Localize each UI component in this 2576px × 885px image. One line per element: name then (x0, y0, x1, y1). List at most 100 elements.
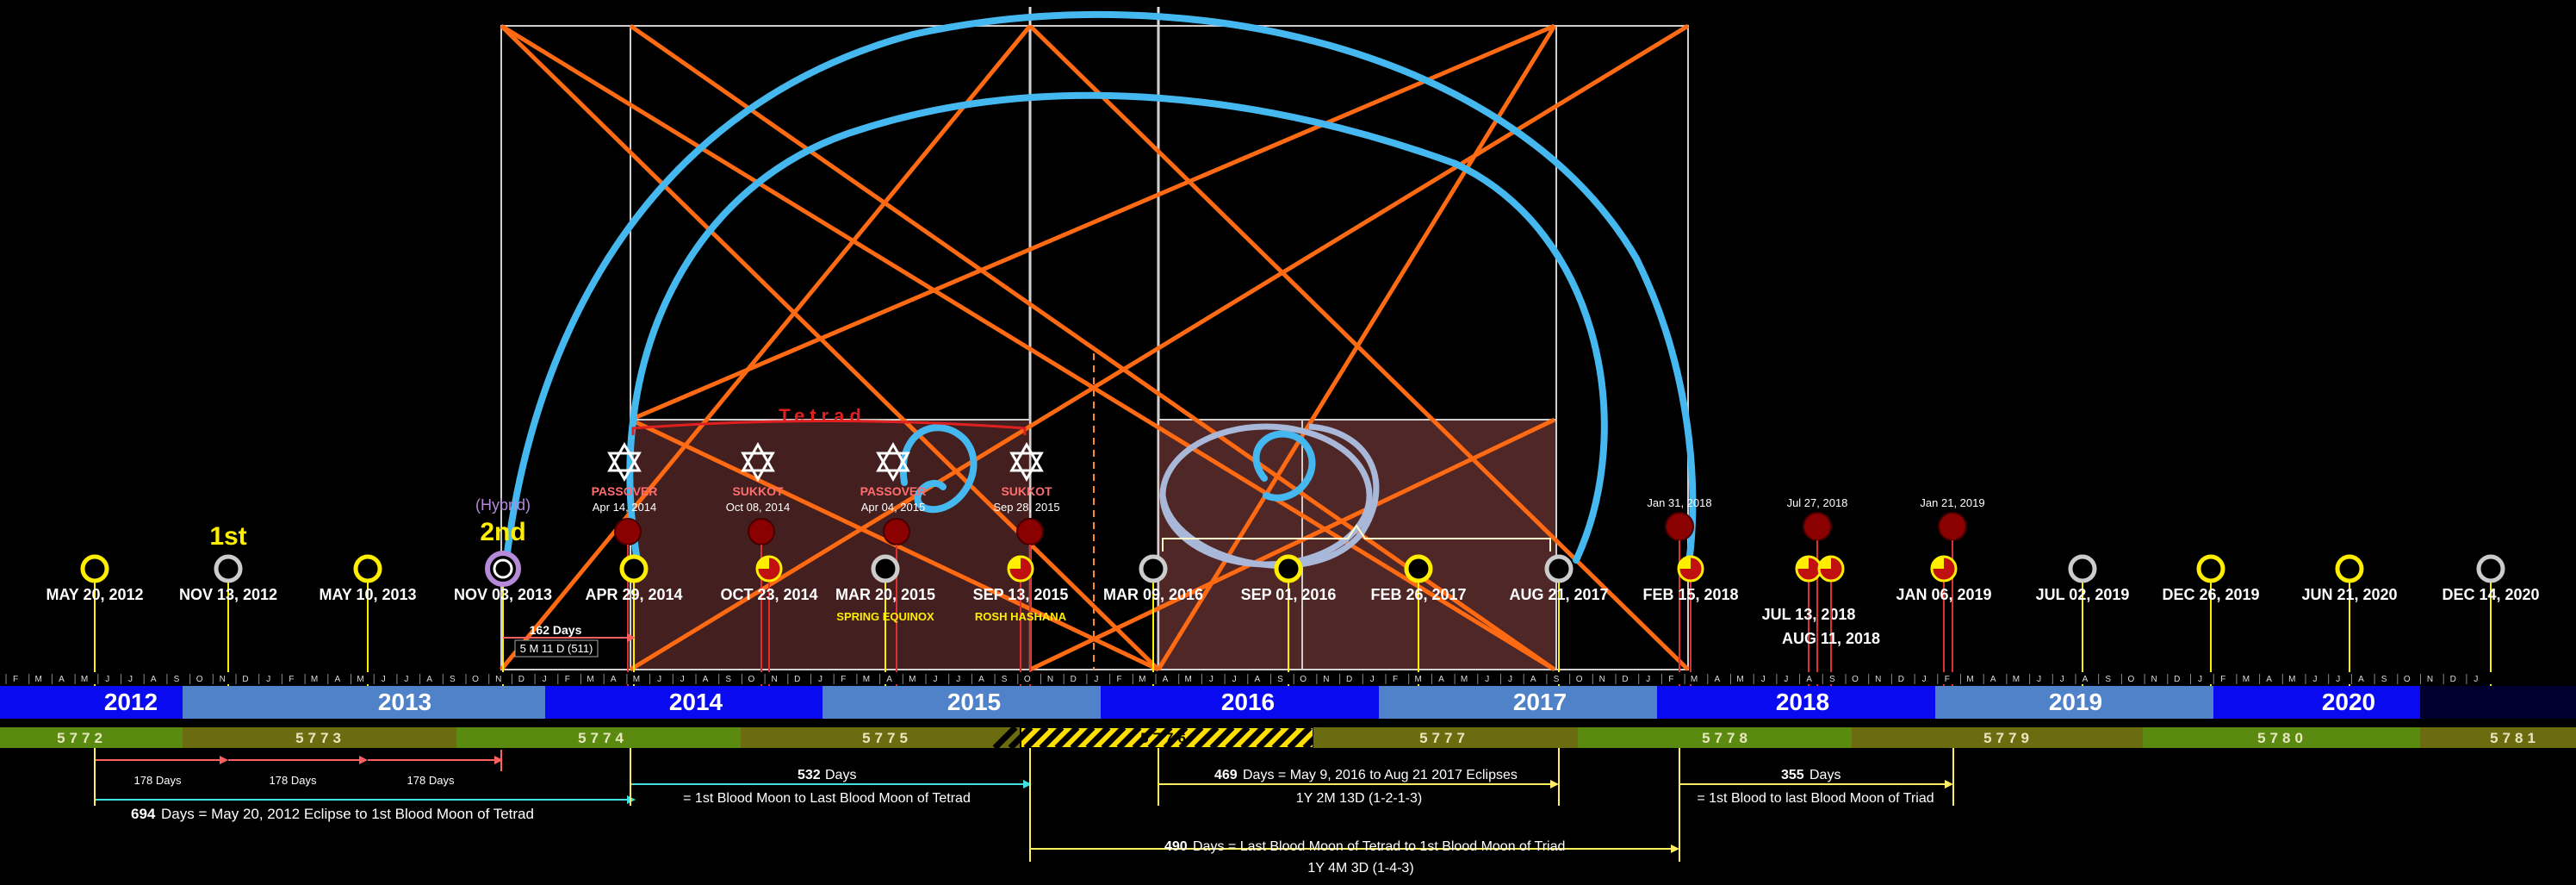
month-letter: A (2358, 675, 2364, 684)
eclipse-11 (1544, 554, 1574, 583)
year-label-2015: 2015 (947, 689, 1001, 715)
orange-diagonals (500, 23, 1690, 672)
eclipse-date-12: FEB 15, 2018 (1642, 586, 1738, 603)
month-letter: S (1277, 675, 1283, 684)
eclipse-9 (1274, 554, 1303, 583)
eclipse-date-15: JAN 06, 2019 (1896, 586, 1991, 603)
feast-0: PASSOVER Apr 14, 2014 (592, 441, 657, 715)
month-letter: N (1875, 675, 1881, 684)
month-letter: A (1530, 675, 1536, 684)
month-letter: S (2105, 675, 2111, 684)
eclipse-17 (2196, 554, 2225, 583)
month-letter: J (1209, 675, 1214, 684)
month-letter: A (703, 675, 709, 684)
month-letter: A (1714, 675, 1720, 684)
eclipse-date-0: MAY 20, 2012 (46, 586, 143, 603)
month-letter: J (543, 675, 547, 684)
year-label-2017: 2017 (1513, 689, 1567, 715)
day-spans: 162 Days 5 M 11 D (511) 178 Days 178 Day… (94, 623, 1954, 876)
month-letter: J (2336, 675, 2340, 684)
gregorian-year-band: 2012 2013 2014 2015 2016 2017 2018 2019 2020 (0, 686, 2576, 719)
triad-blood-moons: Jan 31, 2018 Jul 27, 2018 Jan 21, 2019 (1647, 496, 1985, 715)
eclipse-date-10: FEB 26, 2017 (1370, 586, 1466, 603)
span-469-sub: 1Y 2M 13D (1-2-1-3) (1296, 791, 1422, 806)
span-532-days: 532 (798, 768, 821, 782)
eclipse-date-4: APR 29, 2014 (585, 586, 682, 603)
month-letter: M (1966, 675, 1973, 684)
blood-moon-icon (1938, 512, 1967, 541)
eclipse-1 (214, 554, 243, 583)
eclipse-date-16: JUL 02, 2019 (2036, 586, 2130, 603)
star-of-david-icon (876, 441, 910, 472)
triad-moon-date-1: Jul 27, 2018 (1787, 496, 1848, 509)
month-letter: N (2151, 675, 2157, 684)
month-letter: J (1508, 675, 1512, 684)
month-letter: J (680, 675, 685, 684)
year-label-2012: 2012 (104, 689, 158, 715)
month-letter: A (1254, 675, 1260, 684)
hebrew-year-5773: 5773 (295, 730, 345, 746)
span-162-sub: 5 M 11 D (511) (520, 642, 593, 655)
month-letter: N (1599, 675, 1605, 684)
month-letter: N (495, 675, 501, 684)
month-letter: J (2060, 675, 2064, 684)
month-letter: N (2427, 675, 2433, 684)
eclipse-0 (80, 554, 109, 583)
span-355-sub: = 1st Blood to last Blood Moon of Triad (1697, 791, 1934, 806)
month-letter: O (1852, 675, 1859, 684)
eclipse-19 (2476, 554, 2505, 583)
star-of-david-icon (607, 441, 642, 472)
span-532-sub: = 1st Blood Moon to Last Blood Moon of T… (683, 791, 971, 806)
year-label-2016: 2016 (1221, 689, 1275, 715)
hybrid-label: (Hybrid) (475, 496, 531, 514)
span-178-b: 178 Days (270, 774, 317, 787)
month-letter: N (1047, 675, 1053, 684)
month-letter: A (426, 675, 432, 684)
month-letter: D (794, 675, 800, 684)
month-letter: J (1922, 675, 1927, 684)
month-letter: S (1002, 675, 1008, 684)
month-letter: D (1622, 675, 1628, 684)
month-letter: A (151, 675, 157, 684)
eclipse-date-7: SEP 13, 2015 (973, 586, 1069, 603)
span-490-sub: 1Y 4M 3D (1-4-3) (1307, 861, 1413, 876)
eclipse-date-8: MAR 09, 2016 (1103, 586, 1203, 603)
eclipse-13 (1795, 555, 1822, 583)
triad-moon-date-2: Jan 21, 2019 (1920, 496, 1984, 509)
year-label-2014: 2014 (669, 689, 723, 715)
span-469-days: 469 (1214, 768, 1238, 782)
month-letter: M (1736, 675, 1743, 684)
month-letter: J (2198, 675, 2202, 684)
spring-equinox-label: SPRING EQUINOX (836, 610, 934, 623)
month-letter: J (657, 675, 661, 684)
month-letter: M (2243, 675, 2250, 684)
month-letter: A (2266, 675, 2272, 684)
month-letter: D (1898, 675, 1904, 684)
month-letter: S (1829, 675, 1835, 684)
month-letter: S (450, 675, 456, 684)
eclipse-date-11: AUG 21, 2017 (1509, 586, 1608, 603)
month-letter: F (1117, 675, 1122, 684)
blood-moon-icon (1803, 512, 1832, 541)
month-letter: M (1139, 675, 1145, 684)
month-letter: F (841, 675, 846, 684)
eclipse-10 (1404, 554, 1433, 583)
month-letter: F (1668, 675, 1673, 684)
span-162-days: 162 Days (530, 623, 582, 637)
month-letter: J (266, 675, 270, 684)
feast-date-2: Apr 04, 2015 (861, 501, 925, 514)
eclipse-15 (1930, 555, 1958, 583)
month-letter: D (242, 675, 248, 684)
feast-date-3: Sep 28, 2015 (993, 501, 1059, 514)
hebrew-year-5780: 5780 (2257, 730, 2307, 746)
span-178-a: 178 Days (134, 774, 182, 787)
eclipse-18 (2335, 554, 2364, 583)
month-letter: M (357, 675, 363, 684)
feast-date-0: Apr 14, 2014 (593, 501, 656, 514)
year-label-2019: 2019 (2049, 689, 2102, 715)
month-letter: N (771, 675, 777, 684)
month-letter: M (909, 675, 916, 684)
month-letter: F (289, 675, 294, 684)
month-letter: M (81, 675, 88, 684)
month-letter: M (1461, 675, 1468, 684)
